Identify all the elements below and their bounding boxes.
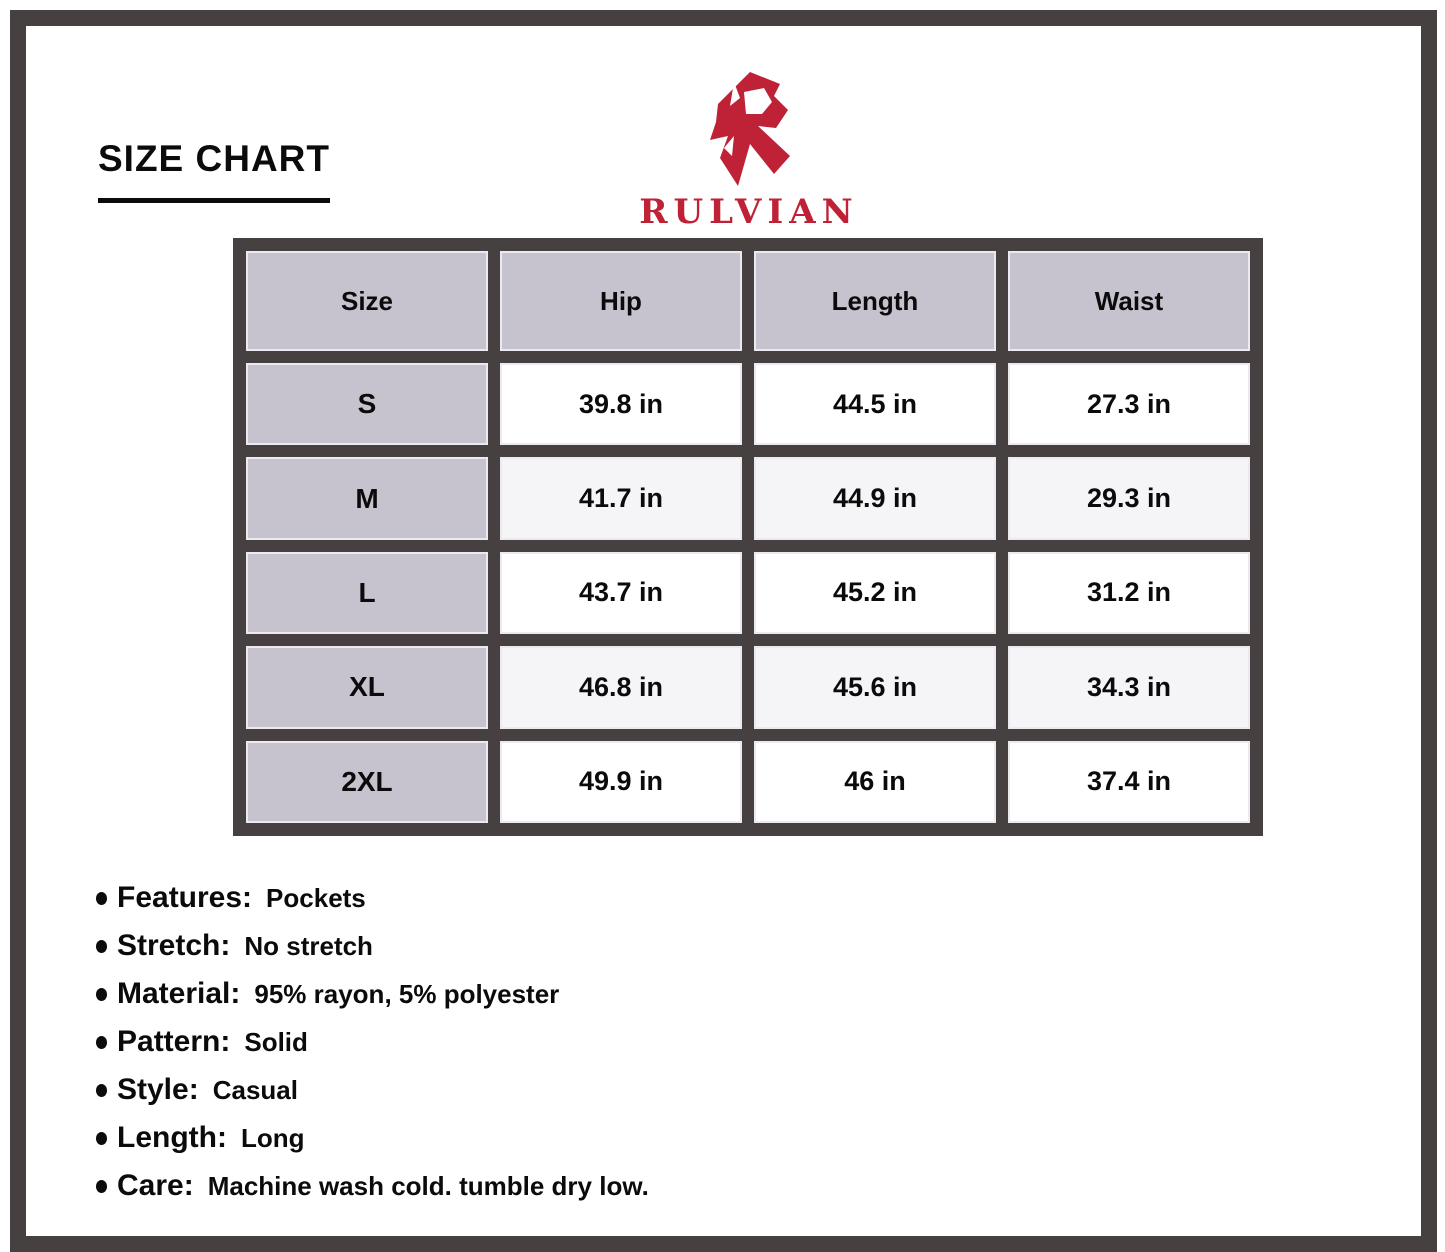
detail-value: Long — [240, 1122, 305, 1153]
cell-xl-length: 45.6 in — [754, 646, 996, 729]
cell-xl-hip: 46.8 in — [500, 646, 742, 729]
row-label-2xl: 2XL — [246, 740, 488, 823]
detail-value: Pockets — [266, 882, 366, 913]
detail-label: Features: — [117, 881, 253, 914]
column-header-size: Size — [246, 251, 488, 351]
cell-m-waist: 29.3 in — [1008, 457, 1250, 540]
detail-item-length: Length: Long — [96, 1114, 649, 1162]
cell-xl-waist: 34.3 in — [1008, 646, 1250, 729]
detail-item-features: Features: Pockets — [96, 874, 649, 922]
bullet-icon — [96, 939, 107, 953]
detail-label: Style: — [117, 1073, 199, 1106]
size-table: Size Hip Length Waist S 39.8 in 44.5 in … — [233, 238, 1263, 836]
detail-value: Casual — [212, 1074, 298, 1105]
detail-label: Material: — [117, 977, 241, 1010]
title-underline — [98, 198, 330, 203]
detail-value: Solid — [244, 1026, 308, 1057]
brand-name: RULVIAN — [639, 192, 859, 232]
detail-item-pattern: Pattern: Solid — [96, 1018, 649, 1066]
page-title: SIZE CHART — [98, 138, 330, 179]
detail-item-care: Care: Machine wash cold. tumble dry low. — [96, 1162, 649, 1210]
detail-label: Care: — [117, 1169, 194, 1202]
brand-block: RULVIAN — [584, 70, 914, 232]
detail-value: 95% rayon, 5% polyester — [254, 978, 560, 1009]
detail-value: Machine wash cold. tumble dry low. — [207, 1170, 649, 1201]
column-header-waist: Waist — [1008, 251, 1250, 351]
bullet-icon — [96, 1083, 107, 1097]
bullet-icon — [96, 1131, 107, 1145]
cell-s-hip: 39.8 in — [500, 363, 742, 446]
bullet-icon — [96, 1035, 107, 1049]
detail-item-material: Material: 95% rayon, 5% polyester — [96, 970, 649, 1018]
row-label-m: M — [246, 457, 488, 540]
bullet-icon — [96, 1179, 107, 1193]
cell-2xl-hip: 49.9 in — [500, 740, 742, 823]
cell-2xl-waist: 37.4 in — [1008, 740, 1250, 823]
detail-label: Stretch: — [117, 929, 231, 962]
row-label-xl: XL — [246, 646, 488, 729]
detail-item-stretch: Stretch: No stretch — [96, 922, 649, 970]
detail-label: Pattern: — [117, 1025, 231, 1058]
cell-m-hip: 41.7 in — [500, 457, 742, 540]
cell-2xl-length: 46 in — [754, 740, 996, 823]
row-label-s: S — [246, 363, 488, 446]
cell-l-hip: 43.7 in — [500, 551, 742, 635]
column-header-hip: Hip — [500, 251, 742, 351]
cell-l-length: 45.2 in — [754, 551, 996, 635]
detail-item-style: Style: Casual — [96, 1066, 649, 1114]
product-details-list: Features: Pockets Stretch: No stretch Ma… — [96, 874, 649, 1210]
title-block: SIZE CHART — [98, 138, 330, 203]
cell-s-waist: 27.3 in — [1008, 363, 1250, 446]
detail-value: No stretch — [244, 930, 373, 961]
column-header-length: Length — [754, 251, 996, 351]
bullet-icon — [96, 987, 107, 1001]
cell-s-length: 44.5 in — [754, 363, 996, 446]
cell-l-waist: 31.2 in — [1008, 551, 1250, 635]
outer-frame: SIZE CHART RULVIAN Size Hip Length Waist… — [10, 10, 1437, 1252]
row-label-l: L — [246, 551, 488, 635]
bullet-icon — [96, 891, 107, 905]
angular-r-logo-icon — [710, 72, 790, 186]
detail-label: Length: — [117, 1121, 227, 1154]
cell-m-length: 44.9 in — [754, 457, 996, 540]
